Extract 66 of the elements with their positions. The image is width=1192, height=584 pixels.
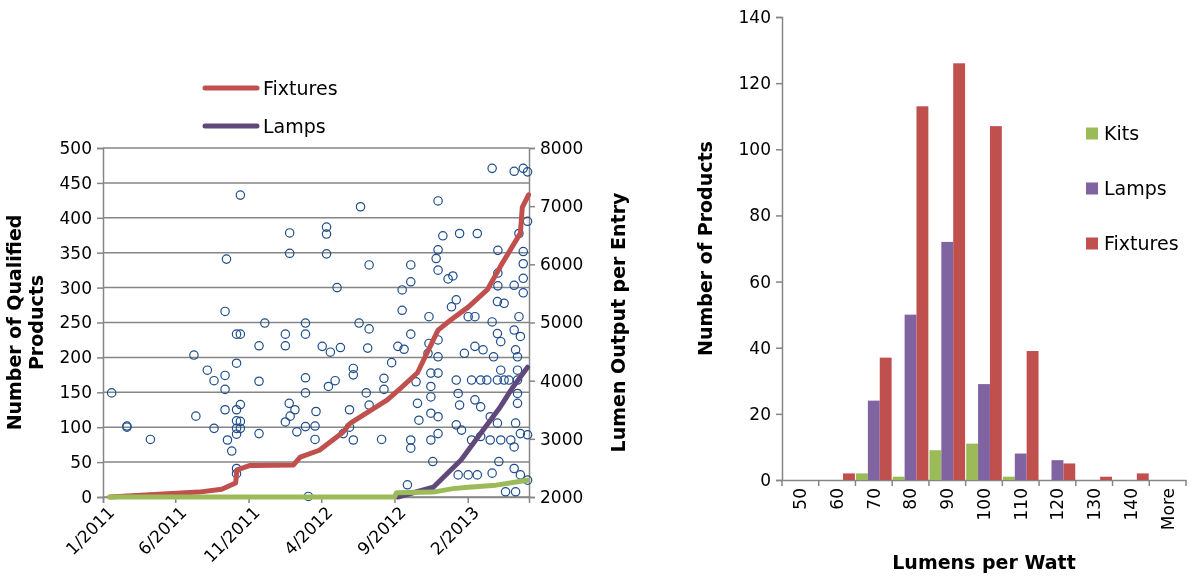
x-tick-label: 60 (827, 488, 848, 510)
y2-axis-title: Lumen Output per Entry (607, 191, 629, 453)
y-axis-title: Number of Products (694, 141, 716, 356)
x-tick-label: 130 (1084, 488, 1105, 521)
y-tick-label: 20 (749, 403, 771, 424)
y2-tick-label: 6000 (540, 254, 584, 275)
bar (1136, 473, 1149, 480)
bar (929, 450, 942, 480)
bar (867, 400, 880, 480)
y-tick-label: 120 (738, 73, 771, 94)
y-tick-label: 250 (59, 312, 92, 333)
bar (916, 106, 929, 480)
bar (1014, 453, 1027, 480)
bar (904, 314, 917, 480)
y-axis-title: Number of Qualified Products (3, 214, 47, 431)
bar (856, 473, 868, 480)
y-tick-label: 300 (59, 277, 92, 298)
legend-label: Fixtures (1104, 232, 1179, 255)
legend-label: Lamps (1104, 177, 1167, 200)
bar (941, 241, 954, 480)
bar (1002, 476, 1015, 480)
x-tick-label: 50 (790, 488, 811, 510)
x-tick-label: 90 (937, 488, 958, 510)
y2-tick-label: 8000 (540, 137, 584, 158)
x-axis-title: Lumens per Watt (892, 551, 1076, 573)
y2-tick-label: 7000 (540, 196, 584, 217)
y-tick-label: 0 (81, 486, 92, 507)
bar (966, 443, 979, 480)
bar (892, 476, 905, 480)
bar (1063, 463, 1076, 480)
bar (843, 473, 855, 480)
y-tick-label: 140 (738, 6, 771, 27)
bar (989, 126, 1002, 480)
y2-tick-label: 4000 (540, 370, 584, 391)
y2-tick-label: 5000 (540, 312, 584, 333)
bar (879, 357, 892, 480)
bar (1051, 460, 1064, 480)
y-tick-label: 400 (59, 207, 92, 228)
y-tick-label: 150 (59, 382, 92, 403)
x-tick-label: 110 (1010, 488, 1031, 521)
y-tick-label: 60 (749, 271, 771, 292)
x-tick-label: 100 (973, 488, 994, 521)
y2-tick-label: 2000 (540, 486, 584, 507)
x-tick-label: 70 (863, 488, 884, 510)
legend-label: Kits (1104, 122, 1140, 145)
legend-label: Lamps (263, 114, 326, 137)
bar (978, 384, 990, 480)
y-tick-label: 0 (760, 469, 771, 490)
legend-label: Fixtures (263, 76, 338, 99)
y-tick-label: 50 (70, 452, 92, 473)
x-tick-label: More (1157, 488, 1178, 531)
x-tick-label: 120 (1047, 488, 1068, 521)
bar (953, 63, 966, 480)
x-tick-label: 140 (1120, 488, 1141, 521)
y-tick-label: 80 (749, 205, 771, 226)
y-tick-label: 500 (59, 137, 92, 158)
y2-tick-label: 3000 (540, 428, 584, 449)
x-tick-label: 80 (900, 488, 921, 510)
y-tick-label: 100 (738, 139, 771, 160)
y-tick-label: 450 (59, 172, 92, 193)
y-tick-label: 100 (59, 417, 92, 438)
y-tick-label: 350 (59, 242, 92, 263)
y-tick-label: 40 (749, 337, 771, 358)
bar (1026, 351, 1039, 480)
y-tick-label: 200 (59, 347, 92, 368)
bar (1100, 476, 1112, 480)
